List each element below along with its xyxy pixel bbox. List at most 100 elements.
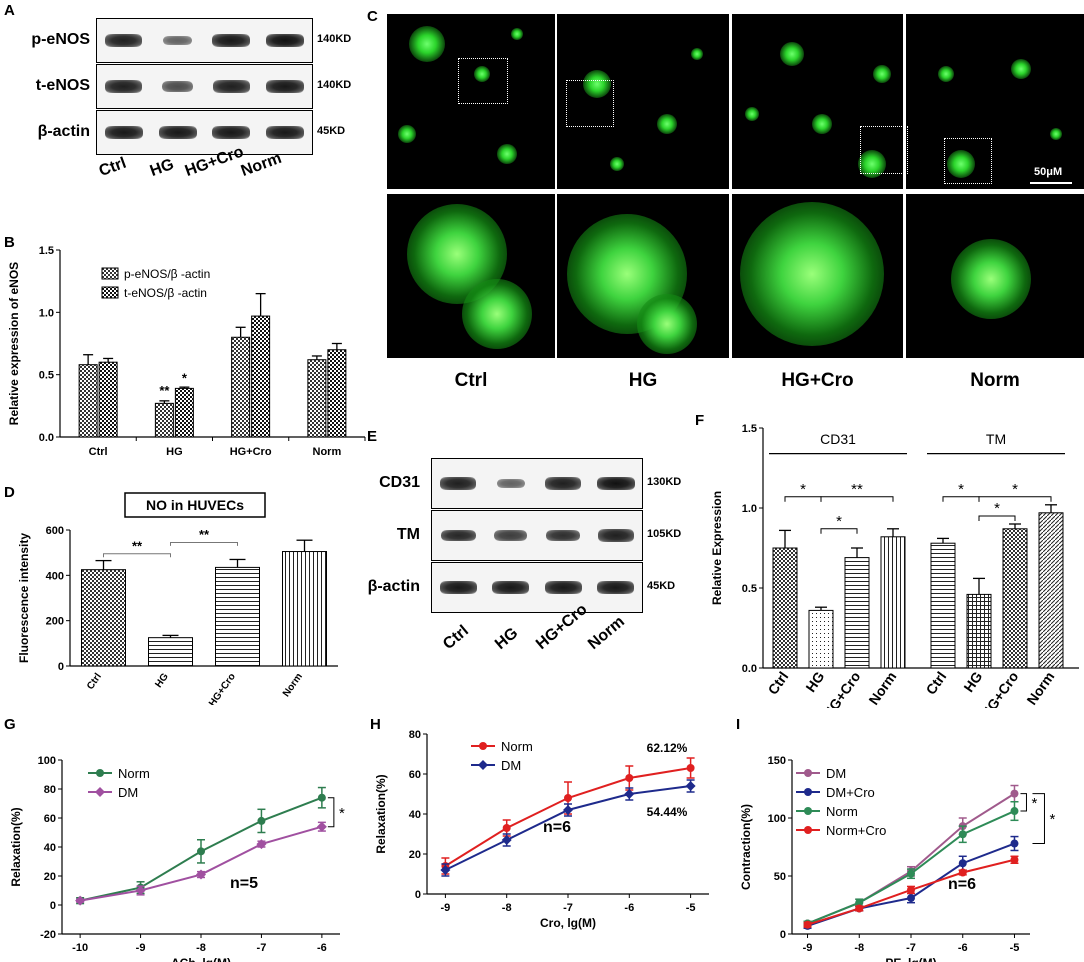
blot-band	[545, 477, 582, 490]
blot-band	[212, 34, 251, 47]
data-point	[958, 868, 967, 877]
data-point	[440, 865, 451, 875]
y-tick-label: 0.0	[742, 663, 757, 675]
kd-label: 130KD	[647, 476, 682, 488]
significance-bracket	[978, 515, 1016, 521]
panel-letter-h: H	[370, 716, 381, 733]
y-axis-label: Fluorescence intensity	[17, 533, 31, 663]
x-tick-label: HG	[153, 671, 171, 690]
micrograph-label: HG+Cro	[781, 370, 854, 391]
data-point	[958, 859, 967, 868]
fluorescent-cell	[511, 28, 523, 40]
bar	[148, 637, 193, 667]
x-axis-label: Cro, lg(M)	[540, 916, 596, 930]
data-label: 54.44%	[647, 805, 688, 819]
lane-label: Ctrl	[96, 154, 129, 181]
group-label: CD31	[820, 431, 856, 447]
bar	[844, 557, 870, 669]
blot-strip	[431, 562, 643, 613]
blot-strip	[96, 18, 313, 63]
data-point	[75, 895, 86, 906]
fluorescent-cell	[873, 65, 891, 83]
blot-band	[266, 80, 305, 93]
fluorescent-cell	[938, 66, 954, 82]
significance-bracket	[1032, 793, 1045, 845]
legend-label: DM	[501, 758, 521, 773]
micrograph-zoom	[387, 194, 555, 358]
data-point	[563, 805, 573, 815]
blot-band	[265, 34, 305, 47]
blot-band	[494, 530, 528, 541]
blot-band	[440, 529, 476, 542]
x-tick-label: -9	[441, 902, 451, 914]
data-point	[317, 793, 326, 802]
x-tick-label: -6	[317, 942, 327, 954]
sample-size-label: n=5	[230, 875, 258, 892]
y-tick-label: 0.5	[39, 370, 54, 382]
y-tick-label: 100	[38, 755, 56, 767]
significance-bracket	[327, 797, 335, 828]
blot-band	[546, 529, 581, 542]
y-tick-label: 0.0	[39, 432, 54, 444]
kd-label: 105KD	[647, 528, 682, 540]
x-tick-label: HG+Cro	[230, 446, 272, 458]
panel-letter-g: G	[4, 716, 16, 733]
legend-marker	[804, 807, 812, 815]
legend-swatch	[101, 267, 119, 280]
bar	[174, 387, 194, 438]
blot-band	[104, 126, 143, 139]
legend-marker	[479, 742, 487, 750]
y-tick-label: 40	[409, 809, 421, 821]
data-point	[196, 869, 206, 880]
x-tick-label: HG	[166, 446, 183, 458]
data-point	[501, 835, 512, 845]
x-tick-label: Ctrl	[923, 669, 950, 698]
bar	[772, 547, 798, 669]
bar	[81, 569, 126, 667]
data-point	[564, 794, 572, 802]
x-tick-label: -5	[686, 902, 696, 914]
panel-letter-c: C	[367, 8, 378, 25]
data-point	[855, 898, 864, 907]
x-tick-label: HG+Cro	[820, 669, 864, 708]
micrograph-overview	[387, 14, 555, 189]
scale-bar	[1030, 182, 1072, 184]
y-tick-label: 1.5	[39, 245, 54, 257]
data-point	[855, 904, 864, 913]
blot-band	[212, 80, 250, 93]
blot-band	[496, 478, 525, 489]
micrograph-overview	[906, 14, 1084, 189]
significance-marker: *	[1050, 811, 1056, 828]
panel-letter-f: F	[695, 412, 705, 429]
x-tick-label: -8	[854, 942, 864, 954]
blot-band	[440, 477, 477, 490]
y-axis-label: Relative expression of eNOS	[7, 262, 21, 425]
x-tick-label: Ctrl	[765, 669, 792, 698]
legend-marker	[804, 769, 812, 777]
panel-i-line-chart: 0 50 100 150 Contraction(%) -9 -8 -7 -6 -5 PE, lg(…	[739, 755, 1056, 962]
significance-marker: *	[994, 500, 1000, 517]
data-point	[686, 764, 695, 772]
data-point	[907, 894, 915, 903]
series-line	[807, 842, 1015, 927]
micrograph-overview	[557, 14, 729, 189]
bar	[307, 359, 327, 438]
significance-bracket	[820, 496, 894, 502]
fluorescent-cell	[745, 107, 759, 121]
blot-band	[544, 581, 582, 594]
x-tick-label: Ctrl	[89, 446, 108, 458]
blot-strip	[96, 64, 313, 109]
micrograph-label: Ctrl	[454, 370, 488, 391]
y-tick-label: 60	[409, 769, 421, 781]
x-tick-label: Norm	[313, 446, 342, 458]
blot-band	[212, 126, 251, 139]
y-tick-label: 150	[768, 755, 786, 767]
data-point	[257, 816, 266, 825]
legend-label: DM	[118, 785, 138, 800]
blot-row-label: TM	[396, 526, 420, 543]
chart-title: NO in HUVECs	[146, 497, 244, 513]
x-tick-label: -7	[257, 942, 267, 954]
fluorescent-cell	[657, 114, 677, 134]
bar	[282, 551, 327, 667]
